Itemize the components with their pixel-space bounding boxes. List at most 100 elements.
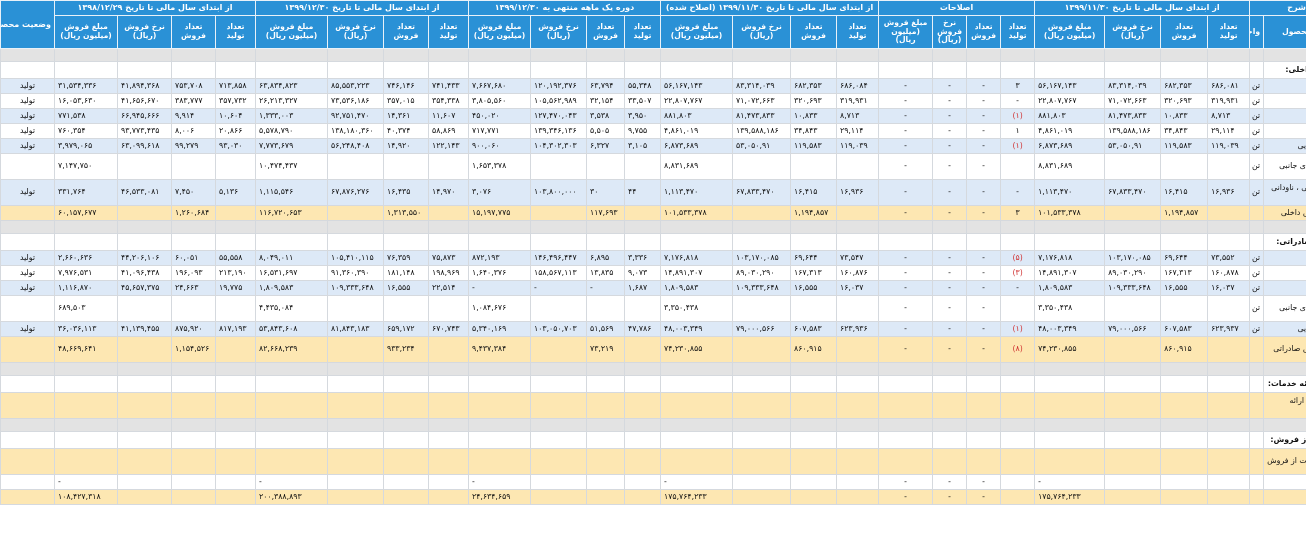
value-cell [1160, 220, 1209, 234]
value-cell [790, 362, 838, 376]
value-cell [255, 418, 328, 432]
value-cell [171, 61, 216, 79]
total-row: جمع فروش صادراتی۸۶۰,۹۱۵۷۴,۲۳۰,۸۵۵(۸)---۸… [0, 336, 1306, 363]
value-cell: ۱۱۷,۶۹۳ [586, 205, 626, 221]
status-cell [0, 153, 55, 180]
value-cell [1034, 418, 1106, 432]
unit-cell [1249, 474, 1265, 490]
value-cell: ۷۵۳,۷۰۸ [171, 78, 216, 94]
product-name-cell [1263, 48, 1306, 62]
value-cell: ۱,۸۰۹,۵۸۳ [1034, 280, 1106, 296]
value-cell: - [966, 123, 1002, 139]
value-cell [966, 448, 1002, 475]
value-cell [1207, 418, 1251, 432]
value-cell [54, 448, 118, 475]
value-cell: ۵,۵۷۸,۷۹۰ [255, 123, 328, 139]
value-cell: ۱۶,۵۵۵ [1160, 280, 1209, 296]
value-cell: - [467, 280, 532, 296]
value-cell [171, 418, 216, 432]
value-cell [966, 418, 1002, 432]
value-cell: (۱) [1000, 321, 1036, 337]
value-cell [467, 233, 532, 251]
value-cell: - [966, 474, 1002, 490]
value-cell: ۱,۱۱۳,۴۷۰ [1034, 179, 1106, 206]
value-cell: - [932, 108, 968, 124]
status-cell [0, 448, 55, 475]
value-cell: - [966, 78, 1002, 94]
value-cell: ۳,۳۵۰,۴۳۸ [660, 295, 734, 322]
unit-cell [1249, 233, 1265, 251]
unit-cell [1249, 61, 1265, 79]
product-name-cell: جمع فروش داخلی [1263, 205, 1306, 221]
value-cell: ۸,۰۴۹,۰۱۱ [255, 250, 328, 266]
value-cell [215, 489, 256, 505]
value-cell [966, 61, 1002, 79]
group-header: از ابتدای سال مالی تا تاریخ ۱۳۹۹/۱۲/۳۰ [255, 0, 469, 16]
value-cell [255, 362, 328, 376]
value-cell: ۷,۶۶۷,۶۸۰ [467, 78, 532, 94]
value-cell: ۳۱,۵۳۴,۳۳۶ [54, 78, 118, 94]
value-cell [428, 489, 469, 505]
amount-header: مبلغ فروش (میلیون ریال) [467, 15, 532, 49]
value-cell: - [878, 153, 934, 180]
value-cell [790, 418, 838, 432]
value-cell: - [932, 265, 968, 281]
product-name-cell [1263, 220, 1306, 234]
value-cell: ۸۶۰,۹۱۵ [790, 336, 838, 363]
value-cell [878, 48, 934, 62]
value-cell [428, 48, 469, 62]
value-cell: ۷۹,۰۰۰,۵۶۶ [732, 321, 792, 337]
value-cell [530, 448, 588, 475]
rate-header: نرخ فروش (ریال) [732, 15, 792, 49]
value-cell [586, 474, 626, 490]
value-cell: ۷,۱۴۷,۷۵۰ [54, 153, 118, 180]
unit-cell [1249, 418, 1265, 432]
value-cell: ۴۸,۶۶۹,۶۴۱ [54, 336, 118, 363]
value-cell: - [966, 179, 1002, 206]
value-cell [117, 474, 172, 490]
value-cell [383, 295, 429, 322]
value-cell: - [966, 321, 1002, 337]
value-cell: ۶۶,۹۴۵,۶۶۶ [117, 108, 172, 124]
value-cell: ۱۰۹,۳۳۳,۶۴۸ [1104, 280, 1162, 296]
value-cell [1034, 61, 1106, 79]
value-cell [327, 233, 384, 251]
value-cell: ۸۶۰,۹۱۵ [1160, 336, 1209, 363]
value-cell: ۹۲,۷۵۱,۴۷۰ [327, 108, 384, 124]
value-cell: - [878, 108, 934, 124]
value-cell: ۷۱,۰۷۲,۶۶۳ [732, 93, 792, 109]
value-cell: ۱۶,۹۳۶ [1207, 179, 1251, 206]
qty-production-header: تعداد تولید [428, 15, 469, 49]
value-cell [383, 431, 429, 449]
value-cell [624, 61, 662, 79]
unit-cell [1249, 336, 1265, 363]
value-cell: - [1000, 280, 1036, 296]
value-cell: ۶۰۷,۵۸۳ [790, 321, 838, 337]
value-cell: ۱,۶۴۰,۳۷۶ [467, 265, 532, 281]
value-cell: ۱,۳۳۳,۰۰۳ [255, 108, 328, 124]
value-cell [1104, 48, 1162, 62]
value-cell: ۴۷,۷۸۶ [624, 321, 662, 337]
value-cell [790, 448, 838, 475]
value-cell: ۱۷۵,۷۶۴,۲۳۳ [660, 489, 734, 505]
value-cell: ۴۱,۰۹۶,۴۳۸ [117, 265, 172, 281]
value-cell: ۷۳,۵۵۲ [1207, 250, 1251, 266]
value-cell: ۱۱۹,۵۸۳ [1160, 138, 1209, 154]
value-cell: - [1034, 474, 1106, 490]
unit-cell [1249, 205, 1265, 221]
value-cell [836, 205, 880, 221]
value-cell [732, 336, 792, 363]
value-cell: (۳) [1000, 265, 1036, 281]
value-cell: - [966, 205, 1002, 221]
value-cell: ۱۶,۵۵۵ [383, 280, 429, 296]
value-cell: ۱۶,۰۳۷ [1207, 280, 1251, 296]
value-cell [1207, 205, 1251, 221]
value-cell: ۸,۷۱۳ [1207, 108, 1251, 124]
unit-cell [1249, 392, 1265, 419]
value-cell [428, 431, 469, 449]
value-cell [327, 336, 384, 363]
value-cell [215, 48, 256, 62]
value-cell [54, 431, 118, 449]
status-cell: تولید [0, 265, 55, 281]
value-cell: ۸,۰۰۶ [171, 123, 216, 139]
